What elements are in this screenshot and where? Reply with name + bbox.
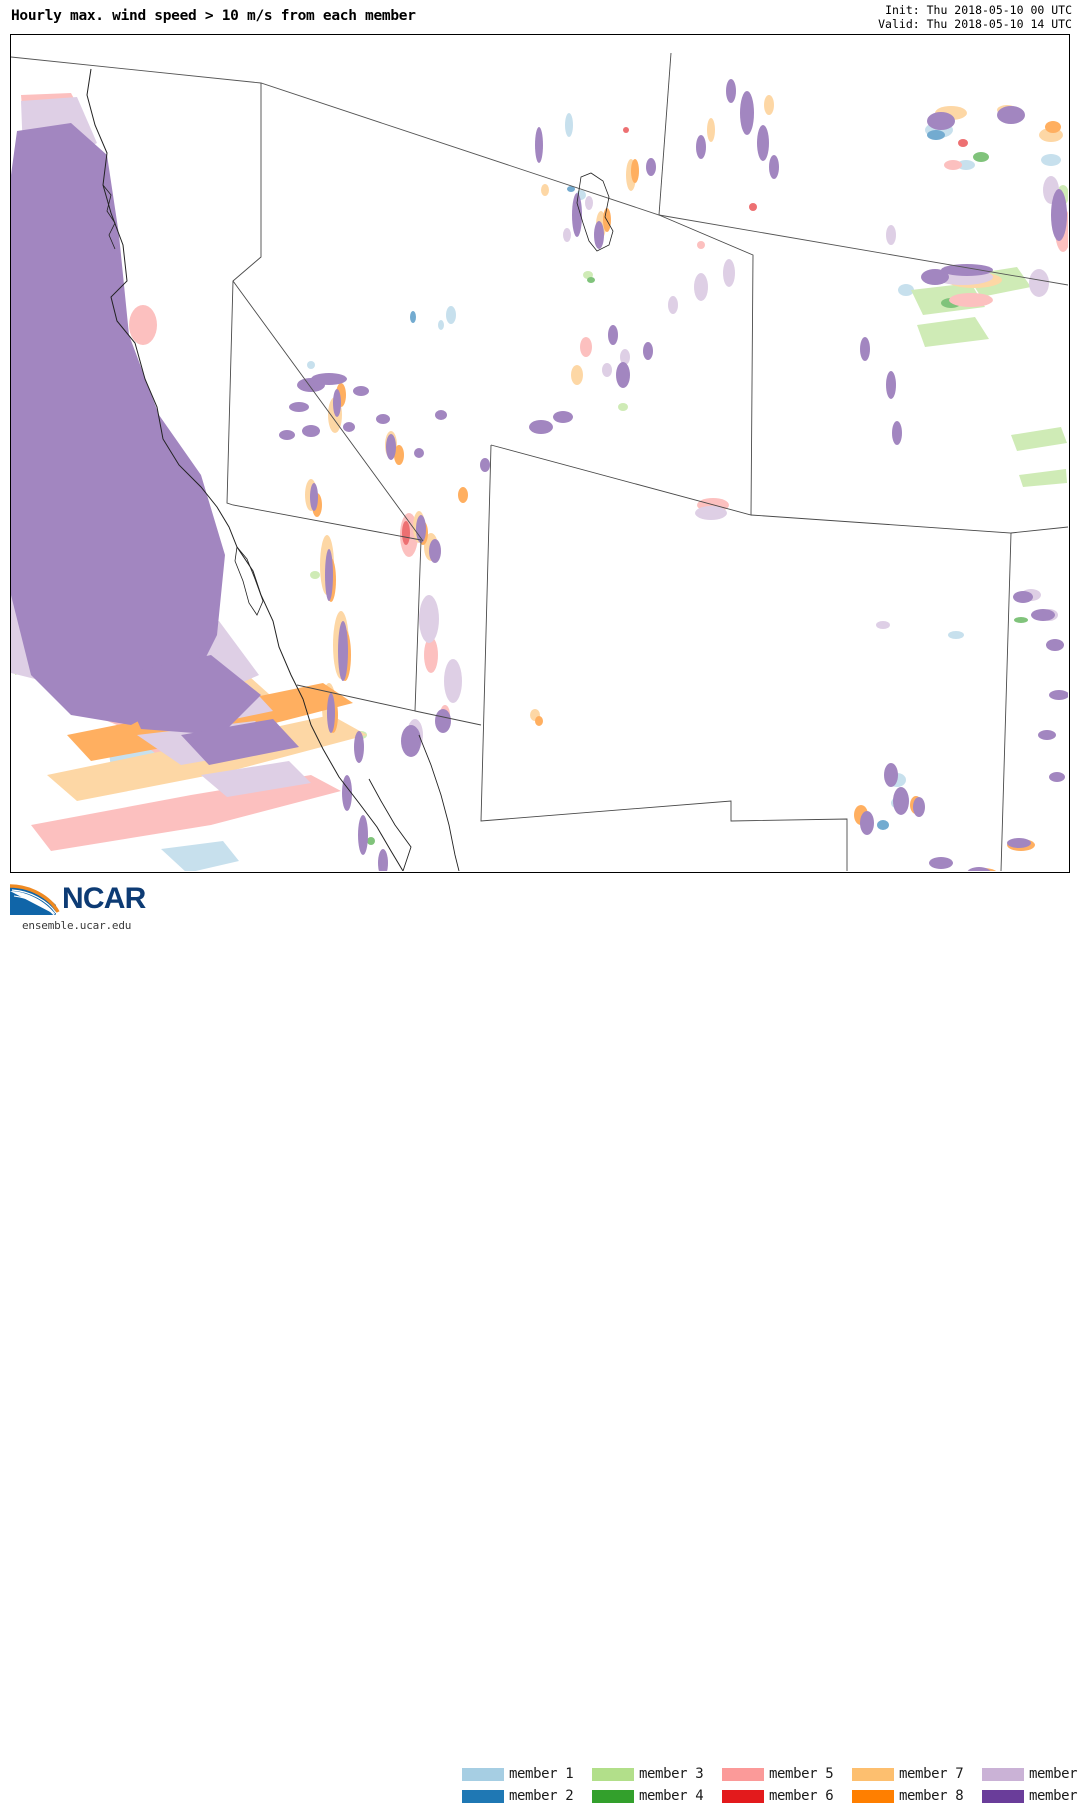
ncar-logo[interactable]: NCAR ensemble.ucar.edu	[4, 879, 244, 933]
init-time-label: Init: Thu 2018-05-10 00 UTC	[885, 3, 1072, 17]
legend-label-member-6: member 6	[769, 1788, 834, 1804]
ncar-wordmark: NCAR	[62, 882, 146, 915]
legend-swatch-member-3	[592, 1767, 634, 1781]
member-10-area	[11, 79, 1068, 871]
legend-label-member-3: member 3	[639, 1766, 704, 1782]
map-panel[interactable]	[10, 34, 1070, 873]
legend-swatch-member-7	[852, 1767, 894, 1781]
legend-swatch-member-2	[462, 1789, 504, 1803]
footer: NCAR ensemble.ucar.edu member 1 member 2…	[0, 873, 1080, 1804]
forecast-timestamps: Init: Thu 2018-05-10 00 UTC Valid: Thu 2…	[878, 3, 1072, 31]
legend-item-member-9[interactable]: member 9	[982, 1763, 1080, 1785]
legend-swatch-member-6	[722, 1789, 764, 1803]
legend-label-member-10: member 10	[1029, 1788, 1080, 1804]
legend-label-member-4: member 4	[639, 1788, 704, 1804]
legend-item-member-4[interactable]: member 4	[592, 1785, 722, 1807]
legend-swatch-member-8	[852, 1789, 894, 1803]
header: Hourly max. wind speed > 10 m/s from eac…	[0, 0, 1080, 34]
legend-label-member-1: member 1	[509, 1766, 574, 1782]
legend-item-member-3[interactable]: member 3	[592, 1763, 722, 1785]
legend-item-member-10[interactable]: member 10	[982, 1785, 1080, 1807]
legend-swatch-member-5	[722, 1767, 764, 1781]
member-legend: member 1 member 2 member 3 member 4 memb…	[462, 1763, 1080, 1807]
legend-item-member-2[interactable]: member 2	[462, 1785, 592, 1807]
legend-label-member-7: member 7	[899, 1766, 964, 1782]
legend-item-member-7[interactable]: member 7	[852, 1763, 982, 1785]
legend-label-member-8: member 8	[899, 1788, 964, 1804]
legend-swatch-member-9	[982, 1767, 1024, 1781]
legend-label-member-2: member 2	[509, 1788, 574, 1804]
ensemble-wind-speed-map[interactable]	[11, 35, 1068, 871]
legend-swatch-member-1	[462, 1767, 504, 1781]
ensemble-exceedance-overlay	[11, 79, 1068, 871]
page-title: Hourly max. wind speed > 10 m/s from eac…	[11, 8, 416, 24]
legend-item-member-8[interactable]: member 8	[852, 1785, 982, 1807]
legend-item-member-6[interactable]: member 6	[722, 1785, 852, 1807]
legend-swatch-member-4	[592, 1789, 634, 1803]
map-geography	[11, 52, 1068, 871]
ncar-logo-mark-icon	[9, 884, 60, 916]
legend-swatch-member-10	[982, 1789, 1024, 1803]
legend-item-member-5[interactable]: member 5	[722, 1763, 852, 1785]
valid-time-label: Valid: Thu 2018-05-10 14 UTC	[878, 16, 1072, 31]
ncar-url-label: ensemble.ucar.edu	[22, 919, 132, 932]
legend-label-member-5: member 5	[769, 1766, 834, 1782]
legend-label-member-9: member 9	[1029, 1766, 1080, 1782]
legend-item-member-1[interactable]: member 1	[462, 1763, 592, 1785]
